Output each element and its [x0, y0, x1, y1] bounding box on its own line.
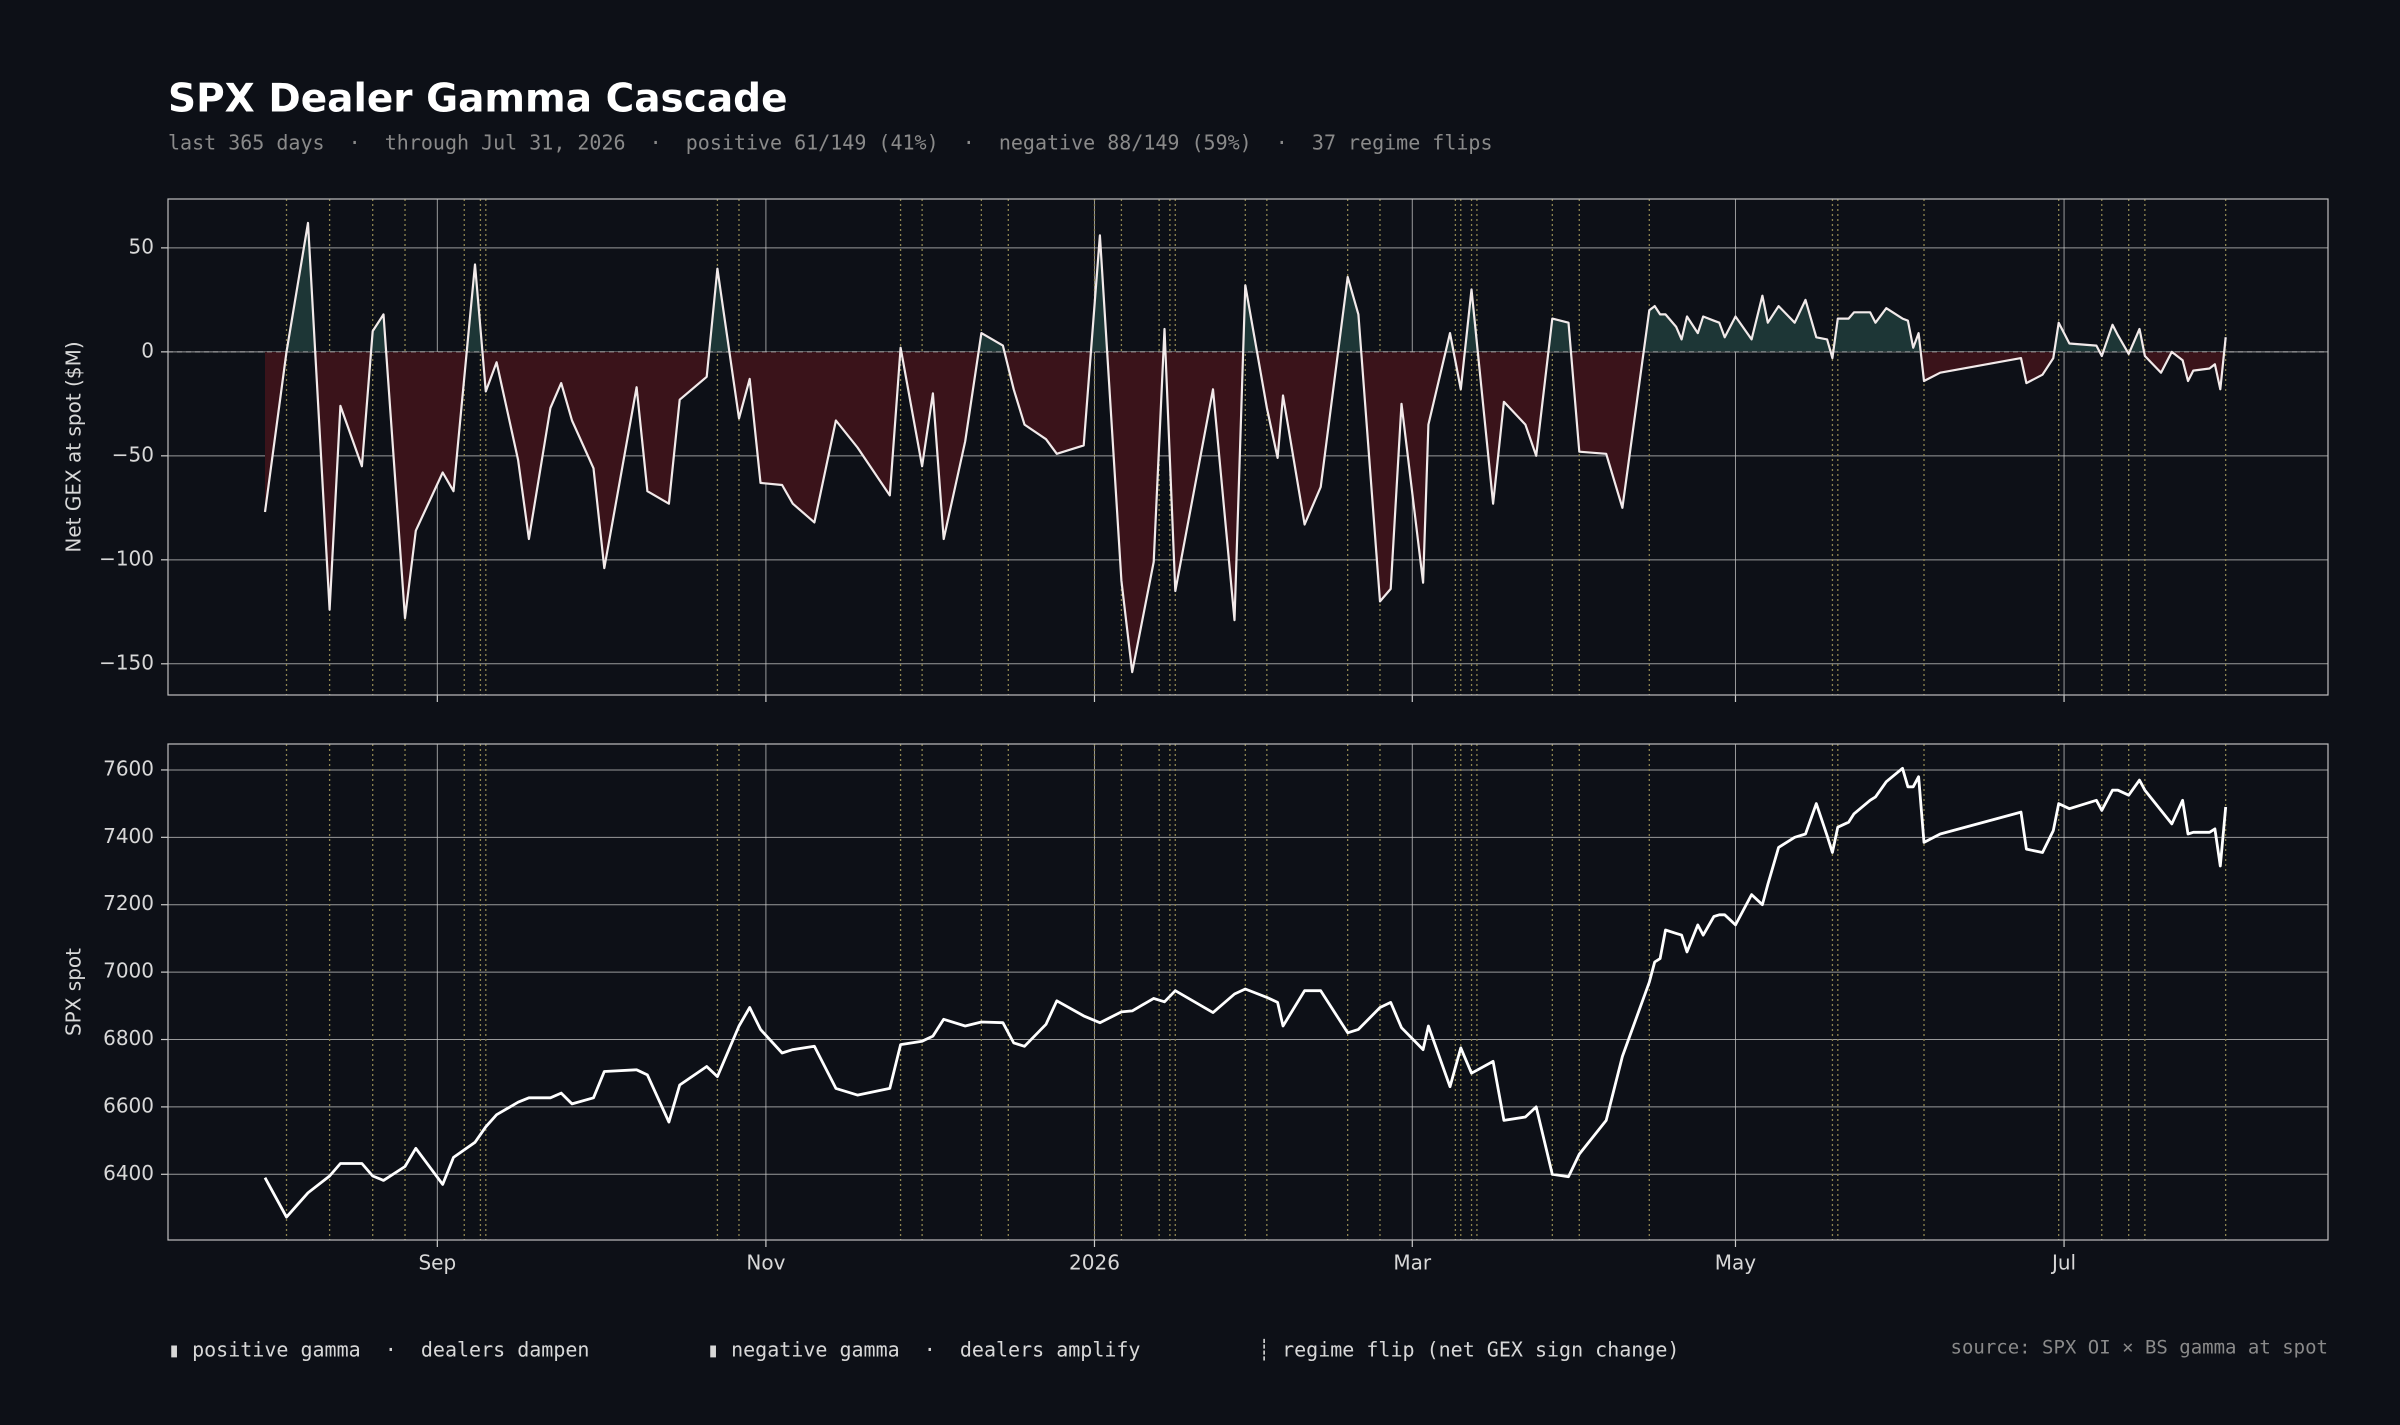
y-tick-label: 7600 — [103, 756, 154, 780]
y-tick-label: 7400 — [103, 824, 154, 848]
x-tick-label: Sep — [418, 1251, 456, 1275]
x-tick-label: May — [1715, 1251, 1757, 1275]
y-tick-label: 6400 — [103, 1161, 154, 1185]
y-tick-label: −100 — [99, 546, 154, 570]
y-axis-label: Net GEX at spot ($M) — [62, 341, 86, 552]
y-tick-label: 6800 — [103, 1026, 154, 1050]
y-axis-label: SPX spot — [62, 948, 86, 1036]
legend-entry: ▮ positive gamma · dealers dampen — [168, 1338, 589, 1362]
negative-area — [265, 351, 2225, 673]
chart-title: SPX Dealer Gamma Cascade — [168, 77, 788, 122]
data-line — [263, 766, 2228, 1219]
subtitle: last 365 days · through Jul 31, 2026 · p… — [168, 131, 1493, 155]
y-tick-label: −50 — [112, 442, 154, 466]
x-tick-label: 2026 — [1069, 1251, 1120, 1275]
source: source: SPX OI × BS gamma at spot — [1951, 1337, 2329, 1359]
legend-entry: ┊ regime flip (net GEX sign change) — [1258, 1338, 1679, 1362]
x-tick-label: Nov — [746, 1251, 785, 1275]
data-line — [263, 221, 2227, 674]
x-tick-label: Jul — [2050, 1251, 2076, 1275]
plot-frame — [167, 743, 2329, 1241]
plot-frame — [167, 198, 2329, 696]
legend-entry: ▮ negative gamma · dealers amplify — [707, 1338, 1140, 1362]
y-tick-label: 0 — [141, 338, 154, 362]
y-tick-label: −150 — [99, 650, 154, 674]
y-tick-label: 7200 — [103, 891, 154, 915]
y-tick-label: 50 — [129, 234, 154, 258]
y-tick-label: 7000 — [103, 959, 154, 983]
y-tick-label: 6600 — [103, 1093, 154, 1117]
x-tick-label: Mar — [1393, 1251, 1432, 1275]
